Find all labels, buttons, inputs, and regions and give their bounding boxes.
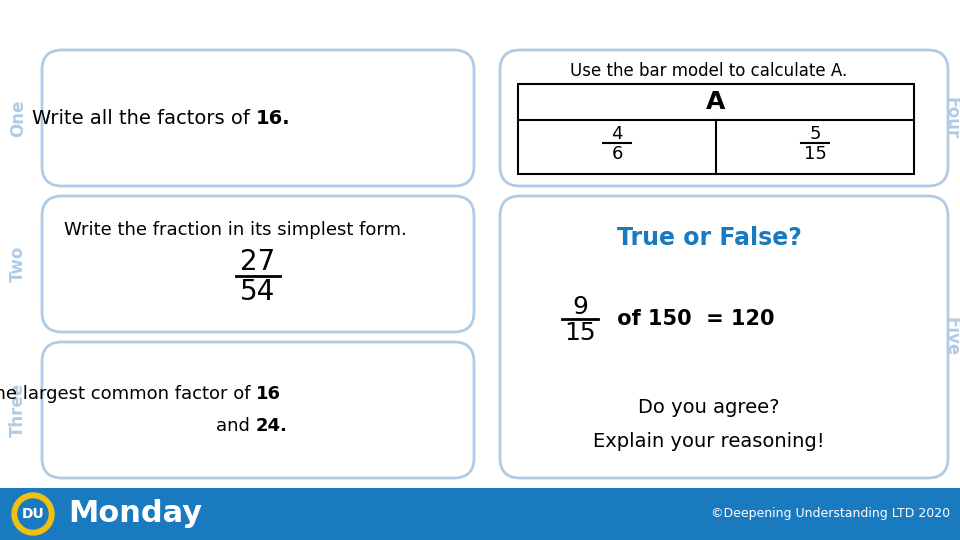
Text: 9: 9: [572, 295, 588, 319]
Text: ©Deepening Understanding LTD 2020: ©Deepening Understanding LTD 2020: [710, 508, 950, 521]
Text: Do you agree?: Do you agree?: [638, 398, 780, 417]
Bar: [518, 84, 914, 174]
Text: 4: 4: [612, 125, 623, 143]
Text: A: A: [707, 90, 726, 114]
Text: One: One: [9, 99, 27, 137]
Circle shape: [18, 499, 48, 529]
Text: Write the largest common factor of: Write the largest common factor of: [0, 385, 256, 403]
Text: Explain your reasoning!: Explain your reasoning!: [593, 432, 825, 451]
Text: Two: Two: [9, 246, 27, 282]
Text: Write all the factors of: Write all the factors of: [32, 109, 256, 127]
Text: 24.: 24.: [256, 417, 288, 435]
FancyBboxPatch shape: [42, 196, 474, 332]
Text: 54: 54: [240, 278, 276, 306]
Circle shape: [12, 493, 54, 535]
Text: 16.: 16.: [256, 109, 291, 127]
Text: DU: DU: [22, 507, 44, 521]
Text: 6: 6: [612, 145, 623, 163]
FancyBboxPatch shape: [42, 50, 474, 186]
Bar: [0, 488, 960, 540]
Text: Use the bar model to calculate A.: Use the bar model to calculate A.: [570, 62, 848, 80]
Text: 5: 5: [809, 125, 821, 143]
Text: True or False?: True or False?: [616, 226, 802, 250]
Text: of 150  = 120: of 150 = 120: [610, 309, 775, 329]
Text: Five: Five: [943, 318, 960, 356]
Text: 27: 27: [240, 248, 276, 276]
Text: 16: 16: [256, 385, 281, 403]
FancyBboxPatch shape: [500, 50, 948, 186]
Text: Three: Three: [9, 383, 27, 437]
Text: Write the fraction in its simplest form.: Write the fraction in its simplest form.: [64, 221, 407, 239]
Text: 15: 15: [804, 145, 827, 163]
FancyBboxPatch shape: [42, 342, 474, 478]
Text: 15: 15: [564, 321, 596, 345]
Text: Monday: Monday: [68, 500, 203, 529]
FancyBboxPatch shape: [500, 196, 948, 478]
Text: and: and: [216, 417, 256, 435]
Text: Four: Four: [943, 97, 960, 139]
